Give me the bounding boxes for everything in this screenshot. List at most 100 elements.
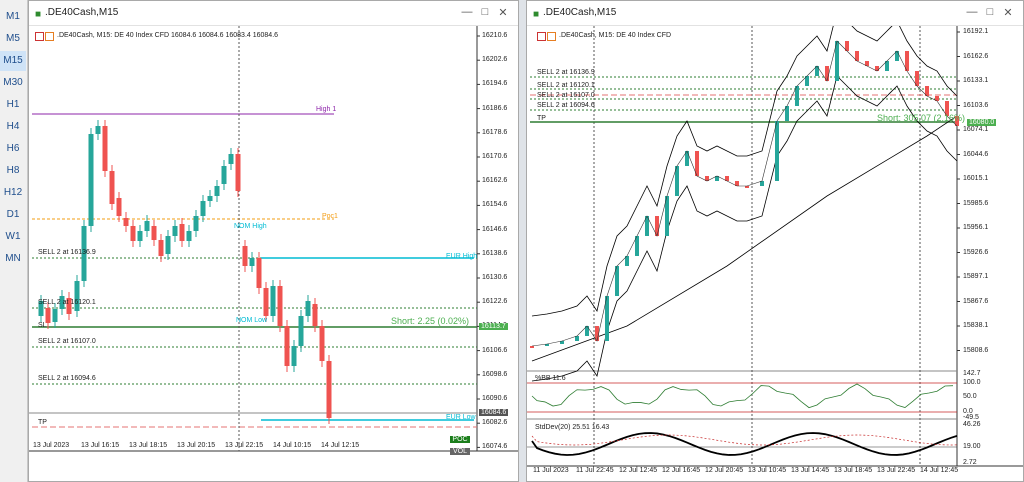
candle [785,106,789,121]
candle [645,216,649,236]
bb-tick-label: 100.0 [963,379,981,386]
current-price-tag: 16080.0 [967,119,997,126]
price-tick-label: 15897.1 [963,273,989,280]
timeframe-m1[interactable]: M1 [6,11,20,22]
timeframe-d1[interactable]: D1 [6,209,20,220]
price-tick-label: 16162.6 [963,52,989,60]
timeframe-mn[interactable]: MN [5,253,21,264]
time-tick-label: 14 Jul 10:15 [273,442,312,449]
trade-icon [547,32,556,41]
chart-window-icon: ■ [533,9,540,20]
price-tick-label: 16154.6 [482,201,508,209]
candle [925,86,929,96]
candle [221,166,227,184]
time-tick-label: 13 Jul 22:15 [225,442,264,449]
candle [298,316,304,346]
price-tick-label: 16138.6 [482,249,508,257]
eur-low-label: EUR Low [446,414,476,421]
candle [312,304,318,326]
candle [95,126,101,134]
current-price-tag: 16084.6 [479,409,509,416]
candle [835,41,839,81]
candle [291,346,297,366]
candle [530,346,534,348]
right-price-chart[interactable] [527,26,1023,481]
time-tick-label: 12 Jul 20:45 [705,467,744,474]
candle [123,218,129,226]
timeframe-h1[interactable]: H1 [6,99,20,110]
candle [745,186,749,188]
candle [165,236,171,254]
time-tick-label: 13 Jul 18:45 [834,467,873,474]
timeframe-m15[interactable]: M15 [0,51,26,71]
bb-tick-label: 142.7 [963,370,981,377]
timeframe-h12[interactable]: H12 [3,187,23,198]
nom-high-label: NOM High [234,223,267,230]
time-tick-label: 14 Jul 12:15 [321,442,360,449]
bb-indicator-line [531,383,954,409]
candle [715,176,719,181]
right-info-line: .DE40Cash, M15: DE 40 Index CFD [559,32,672,39]
candle [825,66,829,81]
candle [735,181,739,186]
timeframe-h4[interactable]: H4 [6,121,20,132]
minimize-button[interactable]: — [461,6,473,18]
candle [655,216,659,236]
candle [158,240,164,256]
right-chart-area[interactable]: .DE40Cash, M15: DE 40 Index CFD 16192.1 1… [527,26,1023,481]
price-tick-label: 16122.6 [482,298,508,306]
candle [256,258,262,288]
candle [675,166,679,196]
time-tick-label: 13 Jul 2023 [33,442,70,449]
candle [615,266,619,296]
close-button[interactable]: ✕ [1003,7,1013,19]
candle [545,344,549,346]
left-info-line: .DE40Cash, M15: DE 40 Index CFD 16084.6 … [57,32,279,39]
timeframe-m5[interactable]: M5 [6,33,20,44]
left-price-chart[interactable] [29,26,518,481]
left-chart-area[interactable]: .DE40Cash, M15: DE 40 Index CFD 16084.6 … [29,26,518,481]
candle [635,236,639,256]
candle [326,361,332,418]
candle [575,336,579,341]
price-tick-label: 16130.6 [482,274,508,281]
sell-level-1-label: SELL 2 at 16136.9 [537,69,595,76]
candle [915,71,919,86]
indicator-list-icon [537,32,546,41]
vol-toggle-button[interactable]: VOL [450,448,470,455]
bb-indicator-label: %BB 11.6 [535,375,566,382]
candle [625,256,629,266]
time-tick-label: 12 Jul 12:45 [619,467,658,474]
candle [805,76,809,86]
candle [319,326,325,361]
timeframe-w1[interactable]: W1 [5,231,21,242]
candle [695,151,699,176]
sell-level-3-label: SELL 2 at 16107.0 [537,92,595,99]
price-tick-label: 16133.1 [963,77,989,84]
timeframe-h6[interactable]: H6 [6,143,20,154]
candle [242,246,248,266]
short-position-text: Short: 2.25 (0.02%) [391,316,470,326]
candle [249,258,255,266]
timeframe-m30[interactable]: M30 [3,77,23,88]
candle [137,231,143,241]
candle [855,51,859,61]
maximize-button[interactable]: □ [481,6,489,18]
candle [144,221,150,231]
maximize-button[interactable]: □ [986,6,994,18]
poc-toggle-button[interactable]: POC [450,436,470,443]
price-tick-label: 15985.6 [963,199,989,207]
close-button[interactable]: ✕ [498,7,508,19]
indicator-list-icon [35,32,44,41]
time-tick-label: 13 Jul 22:45 [877,467,916,474]
candle [102,126,108,171]
price-tick-label: 16098.6 [482,370,508,378]
candle [109,171,115,204]
right-window-title: .DE40Cash,M15 [543,7,617,18]
candle [214,186,220,196]
candle [186,231,192,241]
minimize-button[interactable]: — [966,6,978,18]
timeframe-h8[interactable]: H8 [6,165,20,176]
candle [885,61,889,71]
candle [116,198,122,216]
